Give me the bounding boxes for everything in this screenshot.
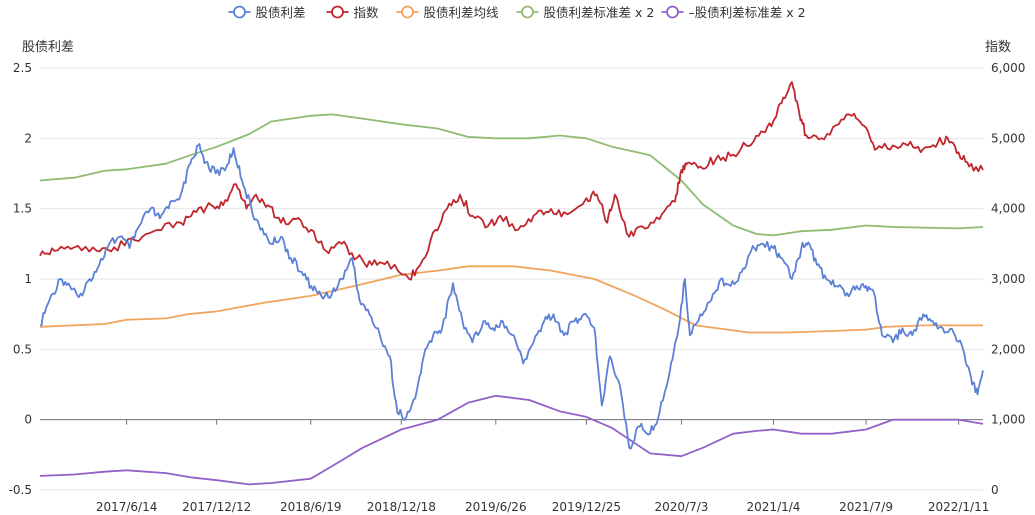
x-tick-label: 2019/12/25 xyxy=(552,500,621,514)
left-axis-name: 股债利差 xyxy=(22,40,74,55)
x-tick-label: 2018/12/18 xyxy=(367,500,436,514)
series-line xyxy=(39,143,984,450)
right-tick-label: 0 xyxy=(991,483,999,497)
series-line xyxy=(39,81,984,281)
legend-label: 股债利差标准差 x 2 xyxy=(544,5,655,20)
legend-item[interactable]: 股债利差 xyxy=(228,5,306,20)
left-tick-label: 2 xyxy=(24,131,32,145)
right-axis-ticks: 6,000 5,000 4,000 3,000 2,000 1,000 0 xyxy=(991,61,1025,497)
x-tick-label: 2021/7/9 xyxy=(839,500,893,514)
legend-label: 指数 xyxy=(354,5,380,20)
left-tick-label: 1 xyxy=(24,272,32,286)
right-tick-label: 3,000 xyxy=(991,272,1025,286)
right-tick-label: 1,000 xyxy=(991,413,1025,427)
x-tick-label: 2022/1/11 xyxy=(928,500,990,514)
legend-item[interactable]: 股债利差标准差 x 2 xyxy=(516,5,655,20)
series-line xyxy=(39,265,983,334)
legend-label: 股债利差均线 xyxy=(424,5,500,20)
legend-item[interactable]: –股债利差标准差 x 2 xyxy=(661,5,806,20)
right-tick-label: 5,000 xyxy=(991,131,1025,145)
legend-item[interactable]: 股债利差均线 xyxy=(396,5,500,20)
legend-label: –股债利差标准差 x 2 xyxy=(689,5,806,20)
series-line xyxy=(39,394,984,486)
legend-marker xyxy=(331,5,344,19)
left-axis-ticks: 2.5 2 1.5 1 0.5 0 -0.5 xyxy=(9,61,32,497)
left-tick-label: 2.5 xyxy=(13,61,32,75)
left-tick-label: 0 xyxy=(24,413,32,427)
left-tick-label: 1.5 xyxy=(13,202,32,216)
x-tick-label: 2017/6/14 xyxy=(96,500,158,514)
legend-marker xyxy=(666,5,679,19)
legend-marker xyxy=(401,5,414,19)
x-tick-label: 2017/12/12 xyxy=(182,500,251,514)
left-tick-label: 0.5 xyxy=(13,342,32,356)
x-tick-label: 2020/7/3 xyxy=(654,500,708,514)
left-tick-label: -0.5 xyxy=(9,483,32,497)
legend-item[interactable]: 指数 xyxy=(326,5,380,20)
right-tick-label: 4,000 xyxy=(991,202,1025,216)
right-axis-name: 指数 xyxy=(985,40,1011,55)
legend-marker xyxy=(521,5,534,19)
right-tick-label: 6,000 xyxy=(991,61,1025,75)
x-tick-label: 2021/1/4 xyxy=(747,500,801,514)
legend-marker xyxy=(233,5,246,19)
right-tick-label: 2,000 xyxy=(991,342,1025,356)
x-tick-label: 2018/6/19 xyxy=(280,500,342,514)
gridlines xyxy=(40,67,983,491)
x-axis: 2017/6/14 2017/12/12 2018/6/19 2018/12/18 20… xyxy=(96,419,990,514)
series-lines xyxy=(39,81,984,486)
series-line xyxy=(39,113,984,237)
legend-label: 股债利差 xyxy=(256,5,306,20)
x-tick-label: 2019/6/26 xyxy=(465,500,527,514)
legend[interactable]: 股债利差 指数 股债利差均线 股债利差标准差 x 2 –股债利差标准差 x 2 xyxy=(228,5,806,20)
